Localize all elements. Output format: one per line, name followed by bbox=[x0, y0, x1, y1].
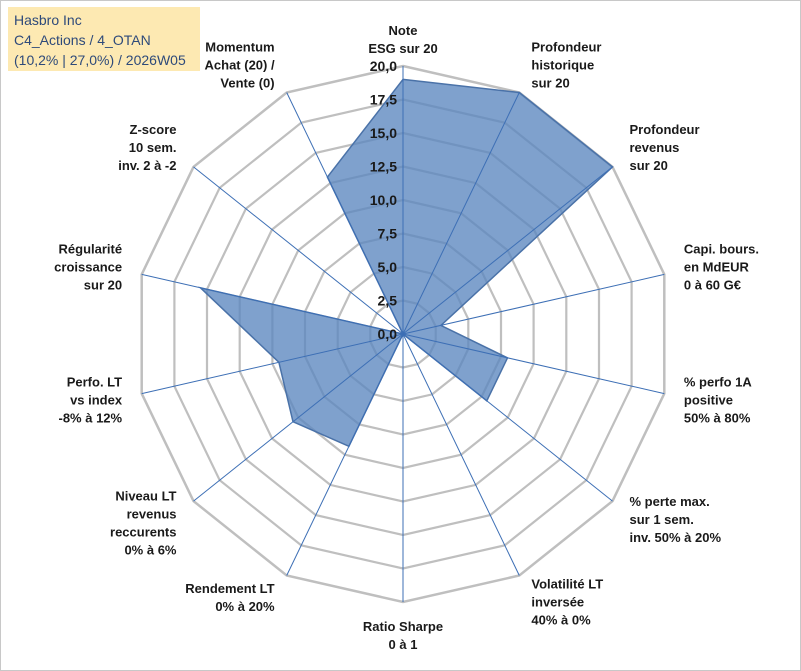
axis-label: Note ESG sur 20 bbox=[368, 23, 437, 56]
axis-label-line: sur 20 bbox=[630, 158, 668, 173]
axis-label-line: inv. 2 à -2 bbox=[118, 158, 176, 173]
axis-label-line: 40% à 0% bbox=[531, 613, 591, 628]
tick-label: 2,5 bbox=[378, 293, 398, 309]
axis-label-line: Vente (0) bbox=[220, 75, 274, 90]
axis-spoke bbox=[286, 92, 404, 335]
tick-label: 17,5 bbox=[370, 92, 397, 108]
axis-label-line: Régularité bbox=[59, 242, 123, 257]
axis-label-line: 0% à 20% bbox=[215, 599, 275, 614]
axis-label-line: Achat (20) / bbox=[205, 57, 275, 72]
tick-label: 15,0 bbox=[370, 125, 397, 141]
title-line-category: C4_Actions / 4_OTAN bbox=[14, 32, 151, 48]
axis-label-line: revenus bbox=[630, 140, 680, 155]
axis-label-line: reccurents bbox=[110, 524, 176, 539]
tick-label: 5,0 bbox=[378, 259, 398, 275]
tick-label: 12,5 bbox=[370, 159, 397, 175]
axis-label: Momentum Achat (20) / Vente (0) bbox=[205, 39, 275, 90]
axis-label-line: Note bbox=[389, 23, 418, 38]
axis-label-line: revenus bbox=[127, 506, 177, 521]
axis-label-line: sur 20 bbox=[84, 278, 122, 293]
axis-label-line: Z-score bbox=[130, 122, 177, 137]
title-line-stats: (10,2% | 27,0%) / 2026W05 bbox=[14, 52, 186, 68]
axis-label-line: Perfo. LT bbox=[67, 374, 122, 389]
axis-label-line: Capi. bours. bbox=[684, 242, 759, 257]
title-line-company: Hasbro Inc bbox=[14, 12, 82, 28]
axis-label-line: sur 1 sem. bbox=[630, 512, 694, 527]
axis-label: Capi. bours. en MdEUR 0 à 60 G€ bbox=[684, 242, 759, 293]
axis-label-line: % perfo 1A bbox=[684, 374, 753, 389]
axis-label-line: -8% à 12% bbox=[59, 410, 123, 425]
axis-spoke bbox=[402, 333, 613, 502]
axis-label-line: 10 sem. bbox=[129, 140, 177, 155]
axis-spoke bbox=[193, 333, 404, 502]
axis-label: Niveau LT revenus reccurents 0% à 6% bbox=[110, 488, 177, 557]
axis-label-line: en MdEUR bbox=[684, 260, 750, 275]
axis-label: Profondeur historique sur 20 bbox=[531, 39, 601, 90]
axis-label-line: historique bbox=[531, 57, 594, 72]
axis-spoke bbox=[402, 273, 665, 335]
axis-label-line: 0 à 60 G€ bbox=[684, 278, 741, 293]
axis-label: Volatilité LT inversée 40% à 0% bbox=[531, 577, 603, 628]
axis-label: Régularité croissance sur 20 bbox=[54, 242, 122, 293]
axis-spoke bbox=[402, 333, 520, 576]
axis-label-line: Profondeur bbox=[630, 122, 700, 137]
axis-label: Z-score 10 sem. inv. 2 à -2 bbox=[118, 122, 176, 173]
data-points bbox=[200, 79, 613, 447]
axis-label-line: 0 à 1 bbox=[389, 637, 418, 652]
tick-label: 10,0 bbox=[370, 192, 397, 208]
tick-label: 7,5 bbox=[378, 226, 398, 242]
axis-label-line: Volatilité LT bbox=[531, 577, 603, 592]
tick-label: 20,0 bbox=[370, 58, 397, 74]
axis-label-line: positive bbox=[684, 392, 733, 407]
axis-label-line: inv. 50% à 20% bbox=[630, 530, 722, 545]
chart-title-box: Hasbro Inc C4_Actions / 4_OTAN (10,2% | … bbox=[8, 7, 200, 71]
axis-label-line: croissance bbox=[54, 260, 122, 275]
axis-spoke bbox=[286, 333, 404, 576]
radial-tick-labels: 0,0 2,5 5,0 7,5 10,0 12,5 15,0 17,5 20,0 bbox=[370, 58, 397, 342]
axis-label: % perfo 1A positive 50% à 80% bbox=[684, 374, 753, 425]
axis-label-line: Niveau LT bbox=[115, 488, 176, 503]
axis-label: Perfo. LT vs index -8% à 12% bbox=[59, 374, 123, 425]
axis-label-line: 0% à 6% bbox=[124, 542, 176, 557]
axis-label-line: Rendement LT bbox=[185, 581, 274, 596]
axis-label-line: ESG sur 20 bbox=[368, 41, 437, 56]
axis-label: Rendement LT 0% à 20% bbox=[185, 581, 275, 614]
axis-label: Ratio Sharpe 0 à 1 bbox=[363, 619, 443, 652]
axis-label-line: Momentum bbox=[205, 39, 274, 54]
axis-spoke bbox=[141, 333, 404, 395]
axis-label-line: Ratio Sharpe bbox=[363, 619, 443, 634]
axis-spoke bbox=[193, 166, 404, 335]
axis-label-line: inversée bbox=[531, 595, 584, 610]
axis-spoke bbox=[402, 92, 520, 335]
axis-label-line: sur 20 bbox=[531, 75, 569, 90]
axis-labels: Note ESG sur 20 Profondeur historique sur 20… bbox=[54, 23, 759, 652]
axis-label-line: 50% à 80% bbox=[684, 410, 751, 425]
axis-label: Profondeur revenus sur 20 bbox=[630, 122, 700, 173]
axis-label-line: % perte max. bbox=[630, 494, 710, 509]
axis-label-line: vs index bbox=[70, 392, 123, 407]
axis-spoke bbox=[402, 333, 665, 395]
axis-spoke bbox=[141, 273, 404, 335]
radar-spokes bbox=[141, 66, 665, 602]
tick-label: 0,0 bbox=[378, 326, 398, 342]
axis-label-line: Profondeur bbox=[531, 39, 601, 54]
axis-label: % perte max. sur 1 sem. inv. 50% à 20% bbox=[630, 494, 722, 545]
axis-spoke bbox=[402, 166, 613, 335]
